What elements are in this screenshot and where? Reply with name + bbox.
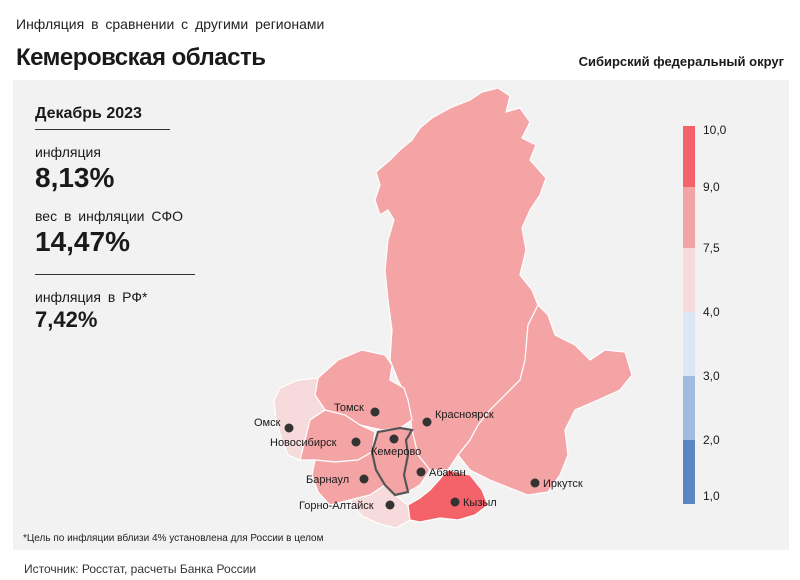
legend-tick: 9,0 — [703, 180, 720, 194]
city-dot-gorno-altaysk — [385, 500, 395, 510]
city-label-krasnoyarsk: Красноярск — [435, 409, 494, 421]
chart-subtitle: Инфляция в сравнении с другими регионами — [16, 16, 325, 32]
city-dot-kemerovo — [389, 434, 399, 444]
inflation-value: 8,13% — [35, 162, 115, 193]
region-tyva[interactable] — [407, 469, 489, 523]
footnote: *Цель по инфляции вблизи 4% установлена … — [23, 533, 324, 544]
legend-band-7_5-9 — [683, 187, 695, 248]
city-dot-tomsk — [370, 407, 380, 417]
city-label-omsk: Омск — [254, 417, 281, 429]
city-label-kyzyl: Кызыл — [463, 497, 497, 509]
legend-band-9-10 — [683, 126, 695, 187]
legend-tick: 7,5 — [703, 241, 720, 255]
city-label-tomsk: Томск — [334, 402, 364, 414]
city-dot-barnaul — [359, 474, 369, 484]
city-label-novosibirsk: Новосибирск — [270, 437, 337, 449]
city-dot-omsk — [284, 423, 294, 433]
source-label: Источник: Росстат, расчеты Банка России — [24, 562, 257, 576]
city-dot-novosibirsk — [351, 437, 361, 447]
legend-tick: 1,0 — [703, 489, 720, 503]
region-title: Кемеровская область — [16, 44, 266, 71]
city-label-kemerovo: Кемерово — [371, 446, 421, 458]
rf-inflation-value: 7,42% — [35, 307, 98, 332]
divider — [35, 274, 195, 275]
weight-value: 14,47% — [35, 226, 130, 257]
city-dot-irkutsk — [530, 478, 540, 488]
city-dot-abakan — [416, 467, 426, 477]
federal-district-label: Сибирский федеральный округ — [578, 54, 784, 69]
region-irkutsk-oblast[interactable] — [457, 303, 633, 496]
city-dot-krasnoyarsk — [422, 417, 432, 427]
period-label: Декабрь 2023 — [35, 105, 170, 130]
stats-block: Декабрь 2023 инфляция 8,13% вес в инфляц… — [35, 105, 195, 333]
legend-band-1-2 — [683, 440, 695, 504]
legend-tick: 3,0 — [703, 369, 720, 383]
city-label-barnaul: Барнаул — [306, 474, 349, 486]
city-label-gorno-altaysk: Горно-Алтайск — [299, 500, 374, 512]
legend-band-3-4 — [683, 312, 695, 376]
legend-tick: 2,0 — [703, 433, 720, 447]
region-krasnoyarsk-krai[interactable] — [374, 87, 547, 471]
city-label-irkutsk: Иркутск — [543, 478, 583, 490]
legend-band-4-7_5 — [683, 248, 695, 312]
legend-tick: 10,0 — [703, 123, 727, 137]
city-label-abakan: Абакан — [429, 467, 466, 479]
rf-inflation-label: инфляция в РФ* — [35, 289, 148, 305]
region-kemerovo-oblast[interactable] — [370, 426, 414, 497]
inflation-label: инфляция — [35, 144, 101, 160]
city-markers: Омск Томск Новосибирск Кемерово Краснояр… — [254, 402, 583, 512]
weight-label: вес в инфляции СФО — [35, 208, 183, 224]
city-dot-kyzyl — [450, 497, 460, 507]
region-novosibirsk-oblast[interactable] — [299, 409, 376, 463]
legend-tick: 4,0 — [703, 305, 720, 319]
color-legend: 10,0 9,0 7,5 4,0 3,0 2,0 1,0 — [683, 123, 743, 504]
legend-band-2-3 — [683, 376, 695, 440]
